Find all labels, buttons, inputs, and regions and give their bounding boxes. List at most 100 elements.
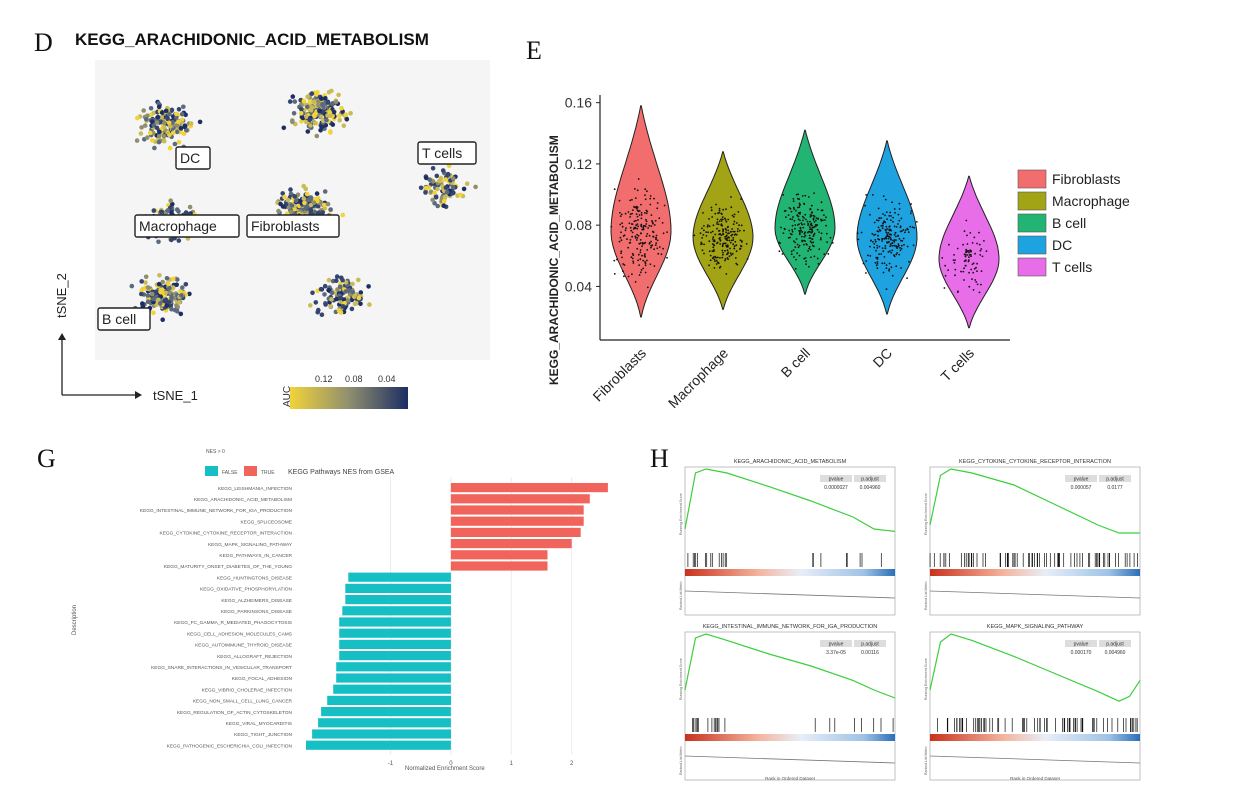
violin-point <box>701 237 703 239</box>
violin-point <box>653 265 656 267</box>
tsne-point <box>336 113 342 119</box>
violin-point <box>808 247 810 250</box>
tsne-point <box>430 179 436 184</box>
violin-point <box>734 257 737 259</box>
violin-point <box>873 221 876 224</box>
violin-point <box>633 220 636 223</box>
violin-point <box>883 237 886 240</box>
tsne-point <box>319 312 325 318</box>
violin-point <box>625 227 627 230</box>
violin-point <box>613 259 616 262</box>
violin-point <box>823 214 825 217</box>
tsne-point <box>330 122 336 127</box>
violin-point <box>820 237 822 239</box>
violin-point <box>878 217 881 220</box>
violin-point <box>781 253 784 255</box>
tsne-point <box>291 111 297 116</box>
violin-point <box>641 245 643 248</box>
tsne-point <box>328 130 333 135</box>
violin-point <box>726 239 729 242</box>
gsea-frame <box>929 466 1141 616</box>
violin-point <box>803 203 806 206</box>
violin-point <box>645 220 648 223</box>
gsea-pvalue-header <box>820 640 852 647</box>
violin-point <box>651 220 653 222</box>
violin-point <box>705 231 708 234</box>
violin-point <box>631 252 634 255</box>
nes-ylabel: Description <box>72 605 78 635</box>
violin-point <box>736 230 739 233</box>
nes-category-label: KEGG_SNARE_INTERACTIONS_IN_VESICULAR_TRA… <box>151 665 292 671</box>
violin-point <box>944 274 947 277</box>
violin-point <box>813 226 815 229</box>
tsne-x-arrowhead <box>135 391 142 399</box>
violin-point <box>639 249 642 251</box>
violin-point <box>620 239 623 242</box>
violin-point <box>895 226 898 228</box>
tsne-point <box>147 130 153 136</box>
tsne-point <box>329 290 335 296</box>
violin-point <box>794 267 797 270</box>
tsne-point <box>151 208 157 213</box>
nes-legend-true-swatch <box>244 466 257 476</box>
tsne-point <box>345 298 351 303</box>
gsea-padjust-header <box>854 475 886 482</box>
violin-point <box>791 228 794 231</box>
violin-point <box>724 249 726 252</box>
gsea-metric-line <box>929 755 1141 764</box>
violin-point <box>713 258 716 261</box>
violin-point <box>646 286 649 289</box>
violin-point <box>716 241 719 244</box>
violin-point <box>726 257 729 259</box>
violin-point <box>902 237 905 240</box>
violin-point <box>739 247 742 250</box>
violin-point <box>881 227 884 230</box>
violin-point <box>630 256 633 259</box>
violin-point <box>711 230 714 233</box>
violin-point <box>730 254 733 256</box>
tsne-point <box>197 119 203 125</box>
violin-point <box>723 242 726 245</box>
violin-point <box>893 233 896 236</box>
gsea-padjust-header <box>1099 475 1131 482</box>
violin-point <box>621 225 624 228</box>
violin-point <box>892 216 894 219</box>
violin-point <box>889 243 892 246</box>
violin-point <box>822 219 824 222</box>
violin-point <box>644 212 646 214</box>
violin-point <box>897 213 900 216</box>
tsne-point <box>343 280 349 285</box>
cluster-label-bcell: B cell <box>97 307 151 331</box>
violin-point <box>804 213 807 216</box>
violin-point <box>722 233 725 236</box>
violin-point <box>640 232 642 235</box>
violin-point <box>965 248 968 251</box>
tsne-point <box>328 207 333 212</box>
violin-point <box>793 240 795 243</box>
violin-point <box>790 253 793 256</box>
violin-point <box>801 223 803 226</box>
violin-point <box>711 257 714 260</box>
gsea-ylabel-top: Running Enrichment Score <box>924 658 928 700</box>
violin-point <box>733 234 736 236</box>
violin-point <box>895 245 898 248</box>
tsne-point <box>307 99 313 104</box>
violin-point <box>701 249 704 252</box>
nes-bars <box>306 483 608 750</box>
violin-point <box>636 227 639 230</box>
violin-point <box>713 244 716 247</box>
tsne-point <box>328 113 333 119</box>
tsne-point <box>168 198 173 203</box>
tsne-point <box>183 128 189 133</box>
nes-bar <box>450 561 548 571</box>
tsne-point <box>157 273 162 278</box>
nes-bar <box>450 539 572 549</box>
tsne-point <box>330 101 335 106</box>
violin-point <box>883 262 886 265</box>
violin-point <box>890 219 892 222</box>
violin-point <box>782 194 785 196</box>
violin-point <box>716 227 718 230</box>
tsne-point <box>305 191 310 197</box>
tsne-point <box>304 114 309 120</box>
